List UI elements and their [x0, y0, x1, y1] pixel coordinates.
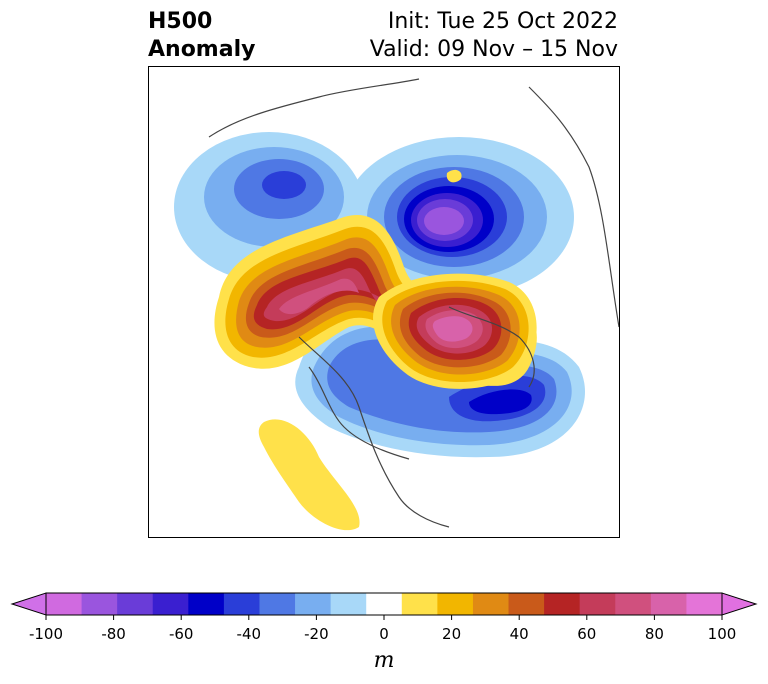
colorbar-segment: [152, 593, 189, 615]
colorbar-segment: [81, 593, 118, 615]
colorbar-segment: [295, 593, 332, 615]
colorbar-tick-label: -40: [236, 625, 262, 643]
coastlines: [208, 78, 619, 528]
colorbar-tick-label: 60: [577, 625, 597, 643]
colorbar-tick-label: 80: [644, 625, 664, 643]
colorbar-segment: [650, 593, 687, 615]
colorbar-tick-label: -80: [101, 625, 126, 643]
valid-period: Valid: 09 Nov – 15 Nov: [369, 37, 618, 62]
title-type: Anomaly: [148, 37, 256, 62]
colorbar-segment: [401, 593, 438, 615]
colorbar: -100 -80 -60 -40 -20 0 20 40 60 80 100 m: [0, 588, 768, 684]
colorbar-scale: [10, 592, 758, 620]
greenland-positive: [373, 169, 537, 389]
colorbar-tick-label: -100: [28, 625, 64, 643]
anomaly-map: [149, 67, 619, 537]
colorbar-tick-label: -60: [168, 625, 194, 643]
colorbar-segment: [508, 593, 545, 615]
southwest-us-positive: [258, 419, 360, 531]
colorbar-tick-label: 40: [509, 625, 529, 643]
ural-negative-center: [344, 137, 574, 297]
colorbar-segment: [188, 593, 225, 615]
colorbar-segment: [686, 593, 723, 615]
colorbar-segment: [437, 593, 474, 615]
title-variable: H500: [148, 9, 213, 34]
map-panel: [148, 66, 620, 538]
colorbar-tick-label: 0: [379, 625, 389, 643]
colorbar-segment: [330, 593, 367, 615]
colorbar-unit: m: [373, 648, 395, 673]
colorbar-segment: [117, 593, 154, 615]
colorbar-segment: [579, 593, 616, 615]
colorbar-tick-label: 100: [707, 625, 737, 643]
colorbar-segment: [223, 593, 260, 615]
init-time: Init: Tue 25 Oct 2022: [387, 9, 618, 34]
colorbar-segment: [615, 593, 652, 615]
colorbar-segment: [472, 593, 510, 615]
colorbar-segment: [544, 593, 581, 615]
title-left: H500 Anomaly: [148, 8, 255, 64]
colorbar-tick-label: -20: [304, 625, 329, 643]
colorbar-tick-label: 20: [442, 625, 462, 643]
colorbar-extend-low: [10, 592, 47, 616]
colorbar-extend-high: [721, 592, 758, 616]
colorbar-segment: [366, 593, 403, 615]
colorbar-segment: [46, 593, 83, 615]
title-right: Init: Tue 25 Oct 2022 Valid: 09 Nov – 15…: [370, 8, 618, 64]
colorbar-segment: [259, 593, 296, 615]
